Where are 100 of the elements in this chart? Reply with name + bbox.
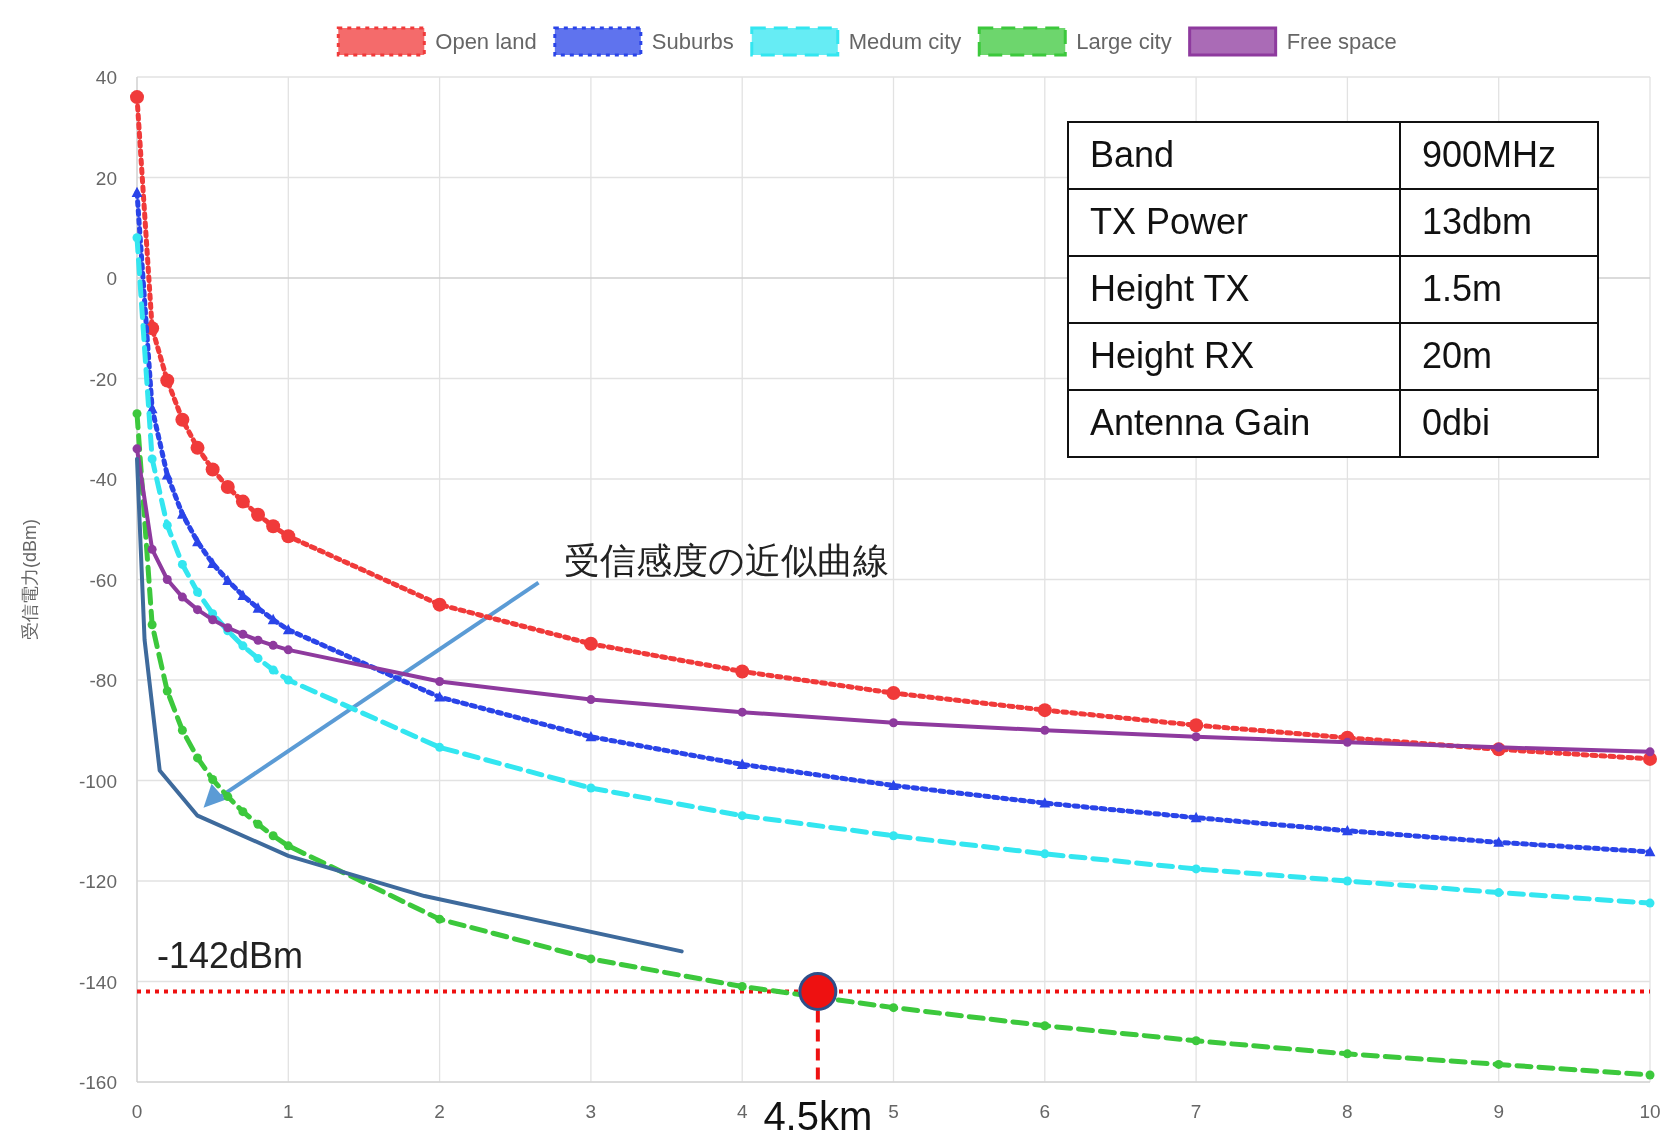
y-tick-label: -160 <box>78 1072 117 1093</box>
point <box>1342 824 1353 836</box>
point <box>435 742 445 752</box>
point <box>267 613 279 625</box>
point <box>888 779 899 791</box>
point <box>238 641 248 651</box>
point <box>162 575 172 584</box>
point <box>586 783 596 793</box>
point <box>735 664 750 679</box>
point <box>1040 725 1050 735</box>
point <box>737 811 747 821</box>
y-tick-label: -100 <box>78 770 117 792</box>
point <box>1190 811 1202 823</box>
annotation: 受信感度の近似曲線 <box>563 539 889 581</box>
annotation: Band <box>1090 134 1175 175</box>
x-tick-label: 8 <box>1342 1101 1353 1122</box>
annotation: 13dbm <box>1422 201 1533 242</box>
point <box>266 519 281 534</box>
point <box>1191 1036 1201 1046</box>
x-tick-label: 0 <box>131 1101 143 1122</box>
point <box>583 636 598 651</box>
annotation: Height RX <box>1090 335 1255 376</box>
point <box>737 707 747 717</box>
point <box>889 1003 898 1013</box>
point <box>251 507 266 522</box>
point <box>268 640 278 650</box>
point <box>162 686 172 696</box>
y-tick-label: 20 <box>95 167 117 189</box>
point <box>253 653 263 663</box>
point <box>736 758 748 769</box>
point <box>193 753 203 763</box>
point <box>282 623 294 635</box>
point <box>1342 737 1352 747</box>
legend-label: Large city <box>1076 29 1172 54</box>
x-tick-label: 7 <box>1190 1101 1202 1122</box>
y-tick-label: -140 <box>78 971 117 993</box>
x-tick-label: 2 <box>434 1101 445 1122</box>
x-tick-label: 5 <box>888 1101 899 1122</box>
x-tick-label: 3 <box>585 1101 597 1122</box>
point <box>586 695 596 705</box>
point <box>432 597 447 612</box>
annotation: 0dbi <box>1422 402 1491 443</box>
point <box>132 233 142 243</box>
point <box>177 592 187 602</box>
point <box>283 675 293 685</box>
y-tick-label: -80 <box>89 670 117 691</box>
point <box>253 819 263 829</box>
point <box>175 412 190 427</box>
annotation: 1.5m <box>1422 268 1503 309</box>
point <box>281 529 296 544</box>
point <box>132 444 142 454</box>
point <box>130 90 144 105</box>
x-tick-label: 10 <box>1639 1101 1661 1122</box>
point <box>586 954 596 964</box>
point <box>147 544 157 554</box>
point <box>1645 747 1655 757</box>
point <box>253 635 263 645</box>
y-tick-label: -20 <box>89 368 117 390</box>
point <box>160 373 175 388</box>
y-tick-label: 40 <box>95 67 117 88</box>
y-tick-label: -40 <box>89 469 117 490</box>
legend-label: Medum city <box>848 29 962 54</box>
point <box>434 691 445 702</box>
point <box>283 841 293 851</box>
point <box>889 831 898 841</box>
annotation: TX Power <box>1090 201 1249 242</box>
point <box>1342 876 1352 886</box>
y-tick-label: 0 <box>106 268 117 289</box>
point <box>1494 888 1504 898</box>
point <box>238 629 248 639</box>
point <box>1189 718 1204 733</box>
x-tick-label: 6 <box>1039 1101 1051 1122</box>
point <box>208 775 218 784</box>
y-tick-label: -120 <box>78 871 117 892</box>
point <box>193 605 203 615</box>
point <box>1645 1070 1655 1080</box>
point <box>238 807 248 817</box>
point <box>147 454 157 464</box>
point <box>737 982 747 992</box>
point <box>131 186 143 198</box>
legend-label: Open land <box>435 29 537 54</box>
point <box>1342 1049 1352 1059</box>
annotation: 4.5km <box>763 1094 873 1133</box>
point <box>235 494 250 509</box>
point <box>283 645 293 655</box>
point <box>1037 703 1052 718</box>
point <box>190 440 205 455</box>
point <box>268 665 278 675</box>
point <box>205 462 220 477</box>
point <box>1493 836 1505 847</box>
point <box>177 559 187 569</box>
y-axis-title: 受信電力(dBm) <box>20 519 40 640</box>
legend-label: Suburbs <box>651 29 734 54</box>
point <box>1645 898 1655 908</box>
point <box>585 730 597 742</box>
point <box>268 831 278 841</box>
annotation: Antenna Gain <box>1090 402 1311 443</box>
x-tick-label: 4 <box>736 1101 748 1122</box>
annotation: 900MHz <box>1422 134 1557 175</box>
point <box>208 615 218 625</box>
